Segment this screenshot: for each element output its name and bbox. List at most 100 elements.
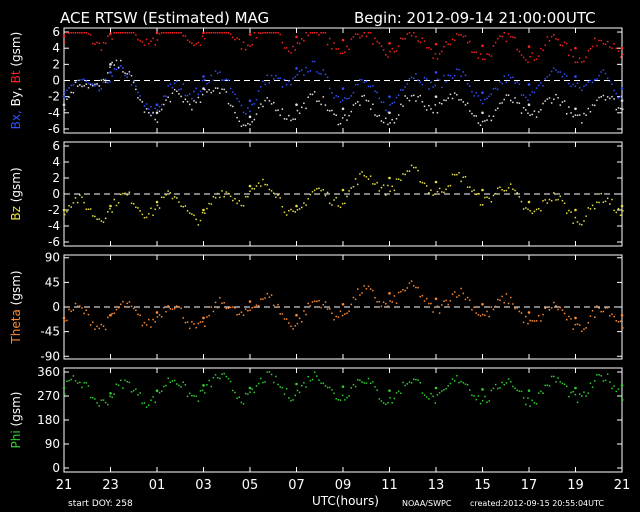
measurement-dot bbox=[413, 378, 415, 380]
measurement-dot bbox=[593, 316, 596, 319]
measurement-dot bbox=[581, 122, 583, 124]
measurement-dot bbox=[550, 307, 553, 309]
measurement-dot bbox=[395, 50, 398, 52]
measurement-dot bbox=[309, 32, 312, 34]
measurement-dot bbox=[225, 91, 228, 93]
measurement-dot bbox=[270, 103, 273, 105]
measurement-dot bbox=[344, 114, 346, 116]
data-point bbox=[341, 87, 345, 90]
measurement-dot bbox=[548, 40, 551, 42]
data-point bbox=[388, 111, 391, 115]
measurement-dot bbox=[402, 173, 404, 175]
measurement-dot bbox=[208, 81, 210, 84]
data-point bbox=[388, 42, 391, 45]
measurement-dot bbox=[367, 85, 370, 88]
measurement-dot bbox=[320, 382, 322, 384]
measurement-dot bbox=[242, 124, 245, 126]
measurement-dot bbox=[471, 90, 473, 93]
measurement-dot bbox=[111, 312, 113, 315]
measurement-dot bbox=[400, 290, 402, 293]
measurement-dot bbox=[79, 381, 81, 384]
measurement-dot bbox=[525, 96, 527, 99]
measurement-dot bbox=[436, 305, 439, 308]
measurement-dot bbox=[568, 82, 570, 85]
measurement-dot bbox=[449, 43, 452, 46]
measurement-dot bbox=[570, 318, 572, 320]
measurement-dot bbox=[525, 207, 527, 209]
measurement-dot bbox=[145, 324, 148, 326]
measurement-dot bbox=[232, 306, 234, 308]
data-point bbox=[434, 297, 438, 301]
series-theta bbox=[62, 280, 624, 333]
measurement-dot bbox=[171, 32, 174, 34]
measurement-dot bbox=[404, 173, 406, 176]
measurement-dot bbox=[585, 114, 587, 116]
measurement-dot bbox=[408, 282, 411, 284]
measurement-dot bbox=[527, 322, 529, 325]
measurement-dot bbox=[544, 199, 546, 201]
measurement-dot bbox=[389, 50, 391, 53]
measurement-dot bbox=[180, 386, 182, 388]
measurement-dot bbox=[596, 201, 598, 203]
measurement-dot bbox=[124, 72, 126, 74]
measurement-dot bbox=[428, 104, 430, 107]
measurement-dot bbox=[527, 99, 529, 102]
measurement-dot bbox=[132, 32, 135, 34]
measurement-dot bbox=[555, 93, 557, 96]
measurement-dot bbox=[346, 98, 348, 100]
measurement-dot bbox=[285, 318, 288, 320]
series-phi bbox=[62, 371, 624, 408]
measurement-dot bbox=[477, 95, 480, 97]
measurement-dot bbox=[520, 390, 523, 393]
measurement-dot bbox=[309, 93, 312, 96]
measurement-dot bbox=[600, 71, 602, 73]
measurement-dot bbox=[87, 385, 90, 387]
measurement-dot bbox=[66, 210, 68, 213]
measurement-dot bbox=[434, 193, 437, 195]
data-point bbox=[202, 208, 205, 212]
measurement-dot bbox=[537, 314, 540, 317]
measurement-dot bbox=[117, 306, 120, 309]
measurement-dot bbox=[421, 294, 424, 297]
measurement-dot bbox=[613, 315, 615, 318]
measurement-dot bbox=[430, 108, 432, 110]
measurement-dot bbox=[512, 76, 514, 79]
measurement-dot bbox=[458, 381, 460, 384]
measurement-dot bbox=[572, 222, 574, 224]
measurement-dot bbox=[419, 382, 421, 384]
data-point bbox=[109, 63, 112, 66]
measurement-dot bbox=[122, 192, 124, 195]
measurement-dot bbox=[331, 92, 333, 94]
measurement-dot bbox=[249, 110, 251, 113]
measurement-dot bbox=[546, 98, 549, 100]
measurement-dot bbox=[445, 299, 447, 302]
measurement-dot bbox=[227, 307, 230, 309]
data-point bbox=[620, 384, 624, 387]
measurement-dot bbox=[494, 41, 497, 44]
measurement-dot bbox=[382, 49, 385, 51]
measurement-dot bbox=[464, 298, 467, 301]
measurement-dot bbox=[389, 397, 391, 399]
data-point bbox=[295, 313, 298, 317]
measurement-dot bbox=[365, 99, 368, 102]
measurement-dot bbox=[191, 321, 193, 323]
measurement-dot bbox=[572, 115, 574, 118]
measurement-dot bbox=[178, 93, 180, 95]
measurement-dot bbox=[460, 287, 462, 290]
measurement-dot bbox=[74, 81, 77, 83]
measurement-dot bbox=[570, 391, 572, 394]
measurement-dot bbox=[387, 56, 389, 58]
measurement-dot bbox=[596, 305, 598, 307]
measurement-dot bbox=[182, 34, 184, 37]
measurement-dot bbox=[434, 104, 437, 106]
measurement-dot bbox=[225, 191, 228, 193]
measurement-dot bbox=[268, 32, 271, 34]
measurement-dot bbox=[305, 386, 307, 388]
measurement-dot bbox=[262, 381, 264, 384]
measurement-dot bbox=[514, 97, 516, 99]
measurement-dot bbox=[542, 85, 544, 87]
measurement-dot bbox=[206, 91, 208, 93]
measurement-dot bbox=[365, 382, 368, 384]
measurement-dot bbox=[425, 78, 428, 80]
measurement-dot bbox=[512, 101, 514, 104]
